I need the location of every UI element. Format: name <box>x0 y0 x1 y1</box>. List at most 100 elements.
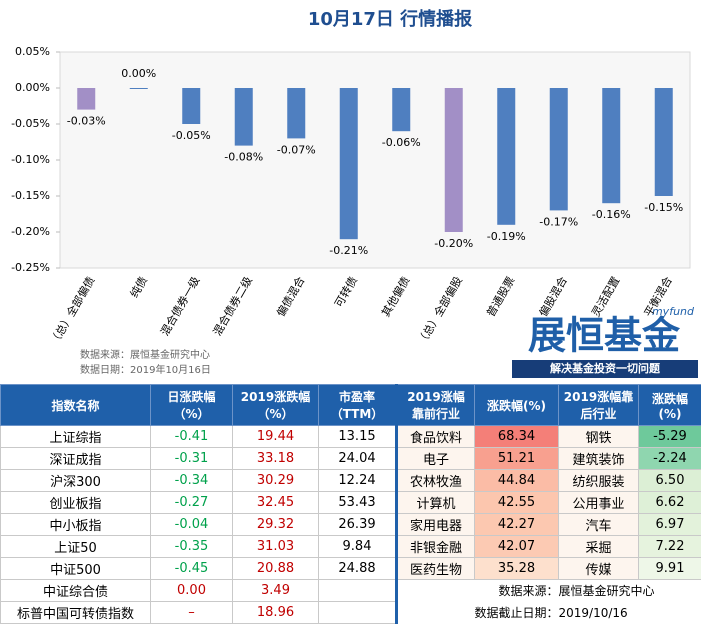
table-cell: 建筑装饰 <box>558 447 639 470</box>
table-cell: 44.84 <box>474 469 559 492</box>
table-cell: 26.39 <box>318 513 397 536</box>
table-cell: 家用电器 <box>395 513 475 536</box>
value-label: -0.16% <box>592 208 631 221</box>
header-cell: 市盈率（TTM） <box>318 384 397 426</box>
table-cell: 食品饮料 <box>395 425 475 448</box>
bar <box>549 88 568 211</box>
y-tick-label: 0.05% <box>15 45 50 58</box>
table-cell: 非银金融 <box>395 535 475 558</box>
value-label: -0.21% <box>329 244 368 257</box>
value-label: -0.05% <box>172 129 211 142</box>
table-cell: 32.45 <box>232 491 319 514</box>
table-cell: -0.04 <box>150 513 233 536</box>
table-cell: 19.44 <box>232 425 319 448</box>
value-label: -0.03% <box>67 115 106 128</box>
table-cell: 钢铁 <box>558 425 639 448</box>
table-cell: 6.62 <box>638 491 701 514</box>
x-tick-label: 混合债券一级 <box>157 274 202 338</box>
bar <box>234 88 253 146</box>
table-cell: 7.22 <box>638 535 701 558</box>
y-tick-label: -0.15% <box>11 189 50 202</box>
table-row: 上证50 -0.35 31.03 9.84 非银金融 42.07 采掘 7.22 <box>0 535 701 558</box>
value-label: 0.00% <box>121 67 156 80</box>
bar <box>129 88 148 89</box>
table-cell: 采掘 <box>558 535 639 558</box>
table-row: 中证综合债 0.00 3.49 数据来源： 展恒基金研究中心 <box>0 579 701 602</box>
table-cell: 6.50 <box>638 469 701 492</box>
table-row: 上证综指 -0.41 19.44 13.15 食品饮料 68.34 钢铁 -5.29 <box>0 425 701 448</box>
table-cell: 9.91 <box>638 557 701 580</box>
value-label: -0.06% <box>382 136 421 149</box>
table-cell: 标普中国可转债指数 <box>0 601 151 624</box>
table-cell: 24.04 <box>318 447 397 470</box>
table-cell: 中证综合债 <box>0 579 151 602</box>
value-label: -0.08% <box>224 151 263 164</box>
table-cell: 42.55 <box>474 491 559 514</box>
table-cell: 汽车 <box>558 513 639 536</box>
plot-area <box>59 51 691 269</box>
table-row: 中小板指 -0.04 29.32 26.39 家用电器 42.27 汽车 6.97 <box>0 513 701 536</box>
bar <box>654 88 673 196</box>
table-cell: 纺织服装 <box>558 469 639 492</box>
table-row: 中证500 -0.45 20.88 24.88 医药生物 35.28 传媒 9.91 <box>0 557 701 580</box>
data-table: 指数名称 日涨跌幅（%） 2019涨跌幅（%） 市盈率（TTM） 2019涨幅靠前行业涨… <box>0 384 701 624</box>
table-cell: 33.18 <box>232 447 319 470</box>
table-cell: – <box>150 601 233 624</box>
note-label: 数据来源： <box>395 579 559 602</box>
header-cell: 2019涨幅靠后行业 <box>558 384 639 426</box>
table-cell: 20.88 <box>232 557 319 580</box>
table-cell <box>318 579 397 602</box>
bar <box>602 88 621 204</box>
table-cell: 上证50 <box>0 535 151 558</box>
bar <box>77 88 96 110</box>
table-cell: 29.32 <box>232 513 319 536</box>
value-label: -0.20% <box>434 237 473 250</box>
table-cell: 电子 <box>395 447 475 470</box>
table-cell: 35.28 <box>474 557 559 580</box>
table-cell: -0.34 <box>150 469 233 492</box>
table-cell: 农林牧渔 <box>395 469 475 492</box>
table-cell: 13.15 <box>318 425 397 448</box>
table-cell: 上证综指 <box>0 425 151 448</box>
source: 数据来源：展恒基金研究中心 <box>80 348 210 361</box>
table-row: 标普中国可转债指数 –18.96 数据截止日期： 2019/10/16 <box>0 601 701 624</box>
table-cell: -0.41 <box>150 425 233 448</box>
table-cell: 51.21 <box>474 447 559 470</box>
table-row: 深证成指 -0.31 33.18 24.04 电子 51.21 建筑装饰 -2.24 <box>0 447 701 470</box>
table-cell: -0.31 <box>150 447 233 470</box>
x-tick-label: 偏股混合 <box>536 274 570 319</box>
table-cell: 53.43 <box>318 491 397 514</box>
header-cell: 指数名称 <box>0 384 151 426</box>
table-cell: 中小板指 <box>0 513 151 536</box>
table-cell <box>318 601 397 624</box>
x-tick-label: 偏债混合 <box>273 274 307 319</box>
note-value: 展恒基金研究中心 <box>558 584 655 599</box>
bar <box>182 88 201 124</box>
y-tick-label: -0.05% <box>11 117 50 130</box>
value-label: -0.19% <box>487 230 526 243</box>
date: 数据日期：2019年10月16日 <box>80 363 211 376</box>
y-tick-label: -0.25% <box>11 261 50 274</box>
logo-small: myfund <box>652 305 695 318</box>
header-cell: 日涨跌幅（%） <box>150 384 233 426</box>
bar <box>392 88 411 132</box>
note-label: 数据截止日期： <box>395 601 559 624</box>
table-cell: 公用事业 <box>558 491 639 514</box>
header-cell: 2019涨幅靠前行业 <box>395 384 475 426</box>
x-tick-label: 灵活配置 <box>589 275 622 320</box>
table-cell: 68.34 <box>474 425 559 448</box>
table-cell: 计算机 <box>395 491 475 514</box>
y-tick-label: -0.20% <box>11 225 50 238</box>
table-cell: 42.27 <box>474 513 559 536</box>
table-cell: 深证成指 <box>0 447 151 470</box>
table-cell: 42.07 <box>474 535 559 558</box>
table-row: 创业板指 -0.27 32.45 53.43 计算机 42.55 公用事业 6.62 <box>0 491 701 514</box>
table-cell: -2.24 <box>638 447 701 470</box>
table-cell: 传媒 <box>558 557 639 580</box>
bar <box>339 88 358 240</box>
table-cell: 创业板指 <box>0 491 151 514</box>
bar <box>287 88 306 139</box>
value-label: -0.17% <box>539 215 578 228</box>
x-tick-label: 混合债券二级 <box>210 274 255 338</box>
